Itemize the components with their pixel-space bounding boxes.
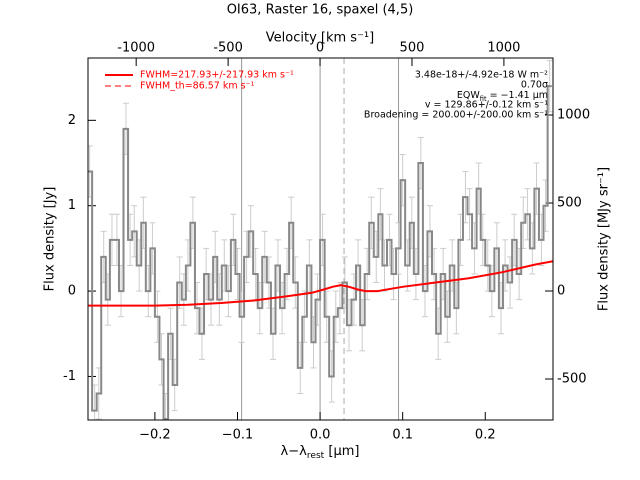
x-axis-label-main: λ−λ [281, 444, 308, 459]
x-tick-label: 0.1 [392, 428, 413, 443]
x2-tick-label: 500 [400, 41, 425, 56]
x2-axis-label: Velocity [km s⁻¹] [266, 31, 374, 46]
annotation-sub: fit [480, 95, 487, 103]
y-tick-label: 1 [68, 198, 76, 213]
y-axis-label: Flux density [Jy] [43, 187, 58, 292]
x-tick-label: 0.0 [310, 428, 331, 443]
annotation: Broadening = 200.00+/-200.00 km s⁻¹ [364, 110, 548, 121]
plot-area [88, 60, 553, 420]
x-axis-label: λ−λrest [μm] [281, 444, 360, 461]
y2-tick-label: 0 [557, 284, 565, 299]
legend-label: FWHM=217.93+/-217.93 km s⁻¹ [140, 70, 294, 81]
y2-tick-label: -500 [557, 371, 587, 386]
annotation-unit: = −1.41 μm [487, 90, 548, 101]
annotation: EQWfit = −1.41 μm [457, 90, 548, 104]
x-axis-label-sub: rest [307, 451, 325, 461]
data-step-line [88, 85, 552, 420]
x-tick-label: −0.2 [139, 428, 171, 443]
legend-label: FWHM_th=86.57 km s⁻¹ [140, 81, 255, 92]
x2-tick-label: -1000 [117, 41, 155, 56]
y2-axis-label: Flux density [MJy sr⁻¹] [597, 167, 612, 311]
y-tick-label: 2 [68, 113, 76, 128]
x-tick-label: −0.1 [222, 428, 254, 443]
x2-tick-label: 0 [316, 41, 324, 56]
y2-tick-label: 1000 [557, 108, 590, 123]
chart-title: OI63, Raster 16, spaxel (4,5) [227, 3, 414, 18]
y2-tick-label: 500 [557, 196, 582, 211]
x-tick-label: 0.2 [475, 428, 496, 443]
annotation: v = 129.86+/-0.12 km s⁻¹ [425, 100, 548, 111]
annotation: 3.48e-18+/-4.92e-18 W m⁻² [415, 70, 548, 81]
y-tick-label: 0 [68, 284, 76, 299]
x2-tick-label: 1000 [487, 41, 520, 56]
model-line [88, 260, 553, 307]
x-axis-label-unit: [μm] [324, 444, 359, 459]
annotation: 0.70σ [521, 80, 548, 91]
x2-tick-label: -500 [213, 41, 243, 56]
annotation-main: EQW [457, 90, 480, 101]
plot-frame [87, 57, 554, 421]
y-tick-label: -1 [63, 369, 76, 384]
